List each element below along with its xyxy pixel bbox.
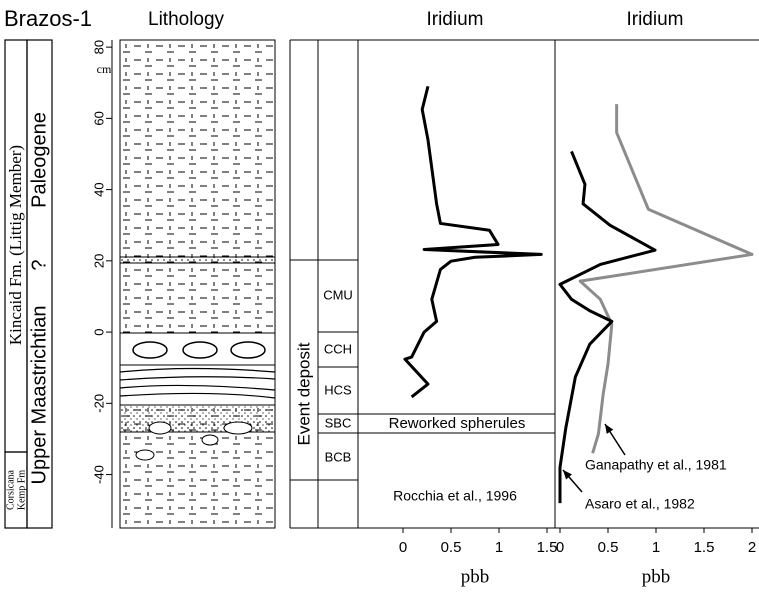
chart-title: Iridium [426,9,483,30]
unit-label: SBC [325,415,352,430]
concretions [132,341,266,359]
y-tick-label: -20 [91,394,106,413]
lithology-layer [119,364,276,406]
depth-unit: cm [97,62,112,76]
x-tick-label: 1 [495,539,503,556]
arrow-head [563,470,572,480]
stage-query: ? [28,259,50,270]
x-tick-label: 1 [652,539,660,556]
series-line [578,104,754,454]
stage-label: Paleogene [28,112,50,208]
event-label: Event deposit [294,342,313,445]
x-axis-label: pbb [461,566,490,587]
y-tick-label: 20 [91,254,106,268]
x-tick-label: 2 [748,539,756,556]
lower-formation-label: Kemp Fm [16,470,27,511]
series-line [403,85,543,399]
x-tick-label: 1.5 [694,539,715,556]
stage-label: Upper Maastrichtian [28,306,50,485]
unit-label: HCS [324,382,352,397]
lamination [119,367,276,399]
series-line [558,150,657,504]
x-axis-label: pbb [642,566,671,587]
x-tick-label: 1.5 [537,539,558,556]
stage-box [26,39,53,529]
clasts [135,421,253,461]
chart-title: Iridium [626,9,683,30]
y-tick-label: 60 [91,111,106,125]
x-tick-label: 0 [399,539,407,556]
series-label: Rocchia et al., 1996 [393,488,517,504]
site-title: Brazos-1 [4,6,92,31]
lithology-column [119,39,276,529]
unit-label: CMU [323,287,353,302]
lithology-layer [119,256,276,264]
formation-label: Kincaid Fm. (Littig Member) [6,145,25,345]
y-tick-label: 80 [91,40,106,54]
x-tick-label: 0.5 [441,539,462,556]
lithology-title: Lithology [148,9,225,30]
unit-label: BCB [325,449,352,464]
unit-label: CCH [324,341,352,356]
series-label: Ganapathy et al., 1981 [585,457,727,473]
lower-formation-label: Corsicana [5,469,16,510]
spherules-label: Reworked spherules [389,415,526,432]
y-tick-label: 0 [91,328,106,335]
y-tick-label: 40 [91,182,106,196]
x-tick-label: 0.5 [598,539,619,556]
series-label: Asaro et al., 1982 [585,496,695,512]
y-tick-label: -40 [91,465,106,484]
x-tick-label: 0 [556,539,564,556]
arrow-head [605,424,614,434]
